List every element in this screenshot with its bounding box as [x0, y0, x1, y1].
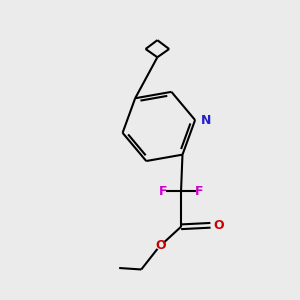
Text: F: F: [159, 185, 168, 198]
Text: F: F: [194, 185, 203, 198]
Text: N: N: [200, 114, 211, 127]
Text: O: O: [213, 219, 224, 232]
Text: O: O: [155, 239, 166, 252]
